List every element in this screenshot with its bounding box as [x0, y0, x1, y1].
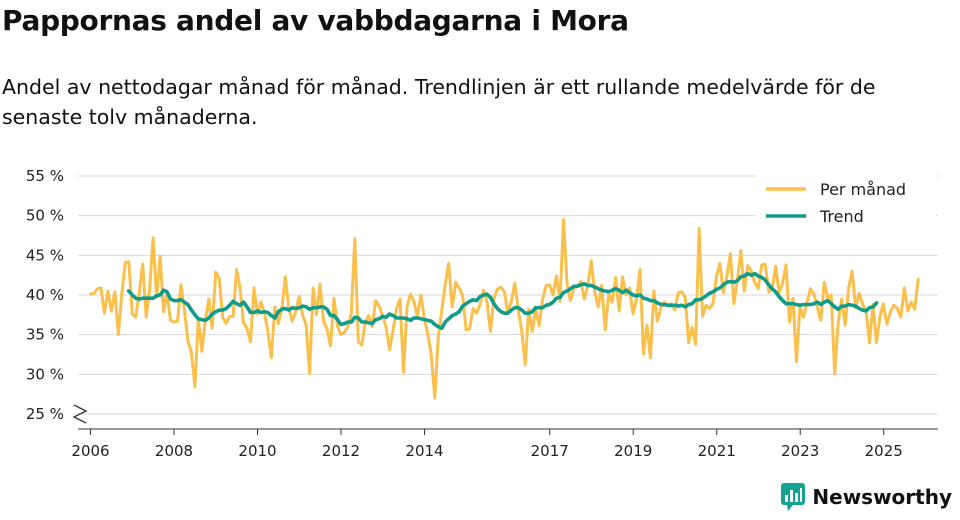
chart-subtitle: Andel av nettodagar månad för månad. Tre… — [2, 75, 876, 129]
series-line-per-manad — [89, 218, 920, 400]
x-tick-label: 2017 — [531, 442, 569, 460]
x-tick-label: 2021 — [698, 442, 736, 460]
x-tick-label: 2023 — [781, 442, 819, 460]
legend-label-per-manad: Per månad — [820, 180, 906, 199]
y-tick-label: 50 % — [26, 207, 64, 225]
legend-background — [756, 172, 936, 234]
line-chart: 25 % 30 % 35 % 40 % 45 % 50 % 55 % 2006 2008 201… — [26, 167, 938, 460]
x-tick-label: 2008 — [155, 442, 193, 460]
chart-title: Pappornas andel av vabbdagarna i Mora — [2, 4, 629, 37]
brand-name: Newsworthy — [812, 485, 952, 509]
series-line-trend — [127, 271, 879, 331]
y-tick-label: 55 % — [26, 167, 64, 185]
legend: Per månad Trend — [756, 172, 936, 234]
y-axis-ticks: 25 % 30 % 35 % 40 % 45 % 50 % 55 % — [26, 167, 64, 423]
newsworthy-brand: Newsworthy — [780, 482, 952, 512]
legend-label-trend: Trend — [819, 207, 864, 226]
x-axis-ticks: 2006 2008 2010 2012 2014 2017 2019 2021 2023 2025 — [71, 429, 903, 460]
y-tick-label: 45 % — [26, 246, 64, 264]
y-tick-label: 25 % — [26, 405, 64, 423]
x-tick-label: 2014 — [405, 442, 443, 460]
x-tick-label: 2010 — [238, 442, 276, 460]
x-tick-label: 2006 — [71, 442, 109, 460]
series-group — [89, 218, 920, 400]
axis-break-icon — [72, 404, 88, 424]
x-tick-label: 2019 — [614, 442, 652, 460]
bar-chart-logo-icon — [781, 483, 806, 511]
y-tick-label: 35 % — [26, 326, 64, 344]
x-tick-label: 2012 — [322, 442, 360, 460]
y-tick-label: 30 % — [26, 365, 64, 383]
x-tick-label: 2025 — [865, 442, 903, 460]
y-tick-label: 40 % — [26, 286, 64, 304]
